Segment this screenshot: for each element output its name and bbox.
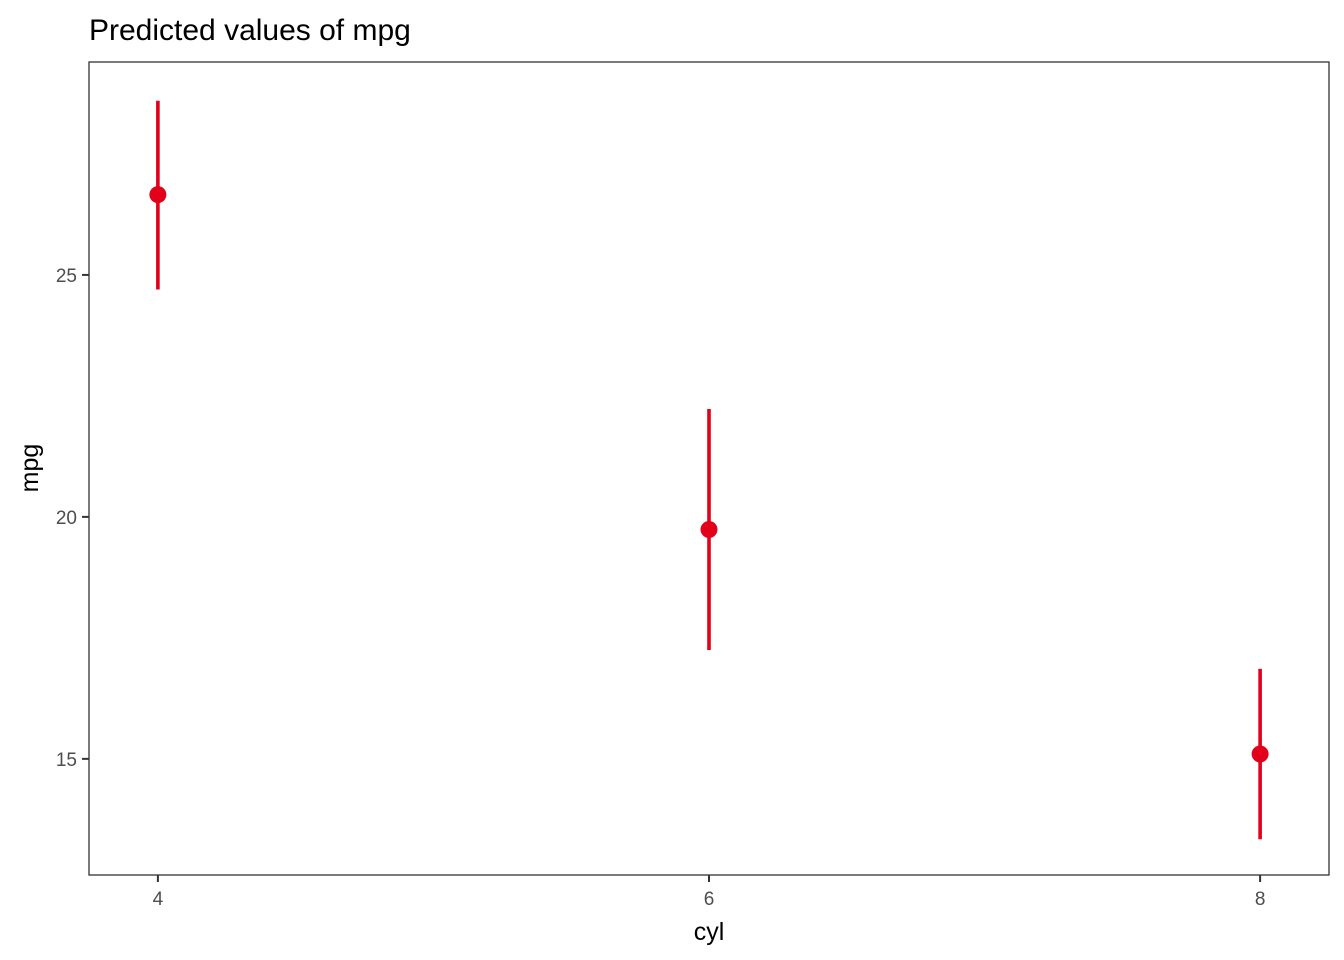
y-tick-label: 15 xyxy=(56,750,77,771)
data-point xyxy=(700,520,718,538)
x-axis: 4 6 8 xyxy=(153,875,1266,910)
y-axis: 15 20 25 xyxy=(56,266,89,771)
y-tick-label: 25 xyxy=(56,266,77,287)
x-tick-label: 6 xyxy=(704,889,715,910)
x-tick-label: 8 xyxy=(1255,889,1266,910)
data-point xyxy=(149,186,167,204)
data-point xyxy=(1251,745,1269,763)
y-axis-title: mpg xyxy=(16,444,44,493)
data-marks xyxy=(149,100,1269,840)
x-tick-label: 4 xyxy=(153,889,164,910)
y-tick-label: 20 xyxy=(56,508,77,529)
x-axis-title: cyl xyxy=(694,918,725,946)
chart-title: Predicted values of mpg xyxy=(89,14,411,47)
